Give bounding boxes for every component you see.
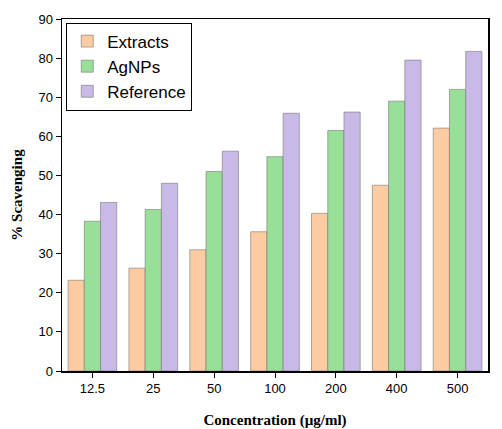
svg-text:% Scavenging: % Scavenging [9,149,25,241]
svg-text:12.5: 12.5 [80,381,105,396]
svg-text:0: 0 [46,364,53,379]
svg-text:90: 90 [38,12,52,27]
svg-text:50: 50 [207,381,221,396]
svg-text:30: 30 [38,246,52,261]
svg-text:20: 20 [38,285,52,300]
svg-text:50: 50 [38,168,52,183]
svg-text:Reference: Reference [107,83,185,102]
svg-text:10: 10 [38,324,52,339]
svg-text:80: 80 [38,51,52,66]
svg-text:Concentration (µg/ml): Concentration (µg/ml) [203,412,346,429]
svg-text:200: 200 [325,381,347,396]
svg-text:Extracts: Extracts [107,33,168,52]
svg-text:400: 400 [386,381,408,396]
svg-text:500: 500 [447,381,469,396]
svg-text:AgNPs: AgNPs [107,58,160,77]
svg-text:40: 40 [38,207,52,222]
svg-text:70: 70 [38,90,52,105]
svg-text:25: 25 [146,381,160,396]
svg-text:60: 60 [38,129,52,144]
svg-text:100: 100 [264,381,286,396]
